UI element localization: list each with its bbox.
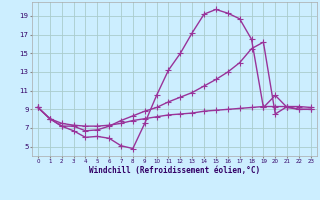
X-axis label: Windchill (Refroidissement éolien,°C): Windchill (Refroidissement éolien,°C) [89, 166, 260, 175]
